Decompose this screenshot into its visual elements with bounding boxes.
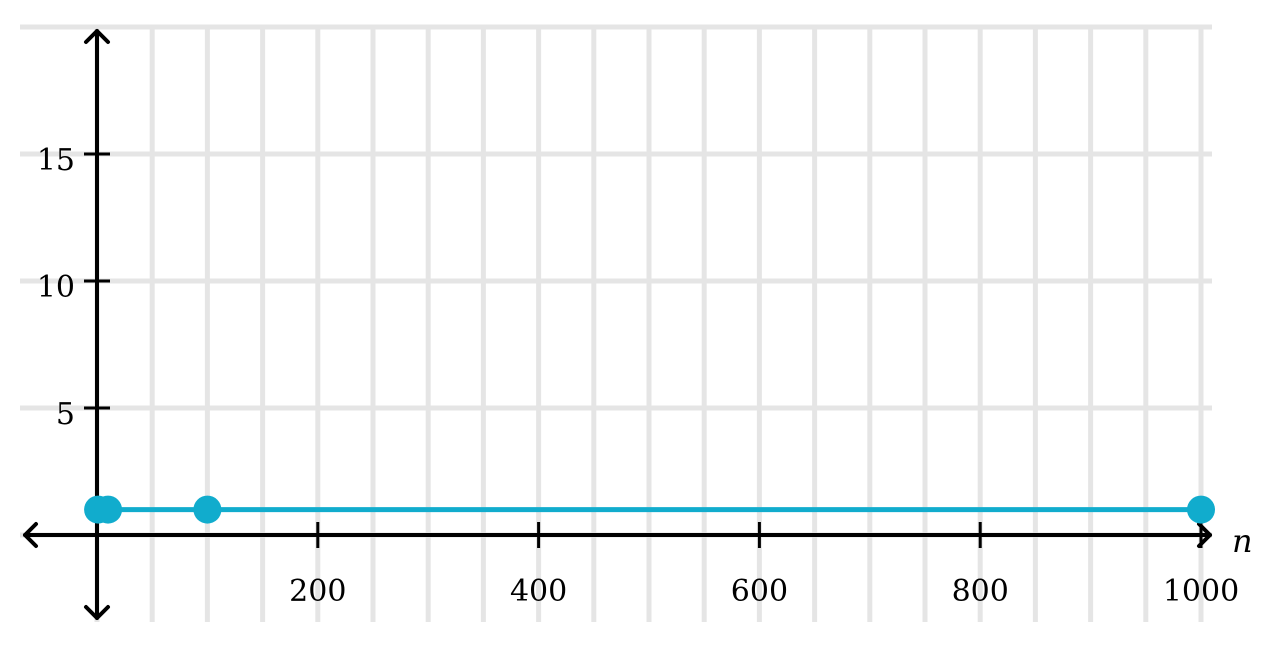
data-point [193, 495, 222, 524]
x-axis [23, 522, 1212, 548]
ticks [84, 152, 1203, 548]
y-axis-arrow-top [84, 29, 110, 44]
series [84, 495, 1215, 524]
x-axis-arrow-right [1197, 522, 1212, 548]
x-tick-label: 600 [731, 574, 788, 609]
x-tick-label: 800 [952, 574, 1009, 609]
y-axis [84, 29, 110, 620]
y-tick-label: 10 [37, 270, 75, 305]
x-axis-label: n [1232, 522, 1253, 560]
data-point [1187, 495, 1215, 524]
data-point [94, 495, 123, 524]
y-tick-label: 15 [37, 143, 75, 178]
grid [20, 24, 1212, 622]
y-tick-label: 5 [56, 397, 75, 432]
tick-labels: 200 400 600 800 1000 5 10 15 [37, 143, 1239, 609]
x-tick-label: 400 [510, 574, 567, 609]
x-tick-label: 200 [289, 574, 346, 609]
x-axis-arrow-left [23, 522, 38, 548]
x-tick-label: 1000 [1163, 574, 1239, 609]
y-axis-arrow-bottom [84, 605, 110, 620]
